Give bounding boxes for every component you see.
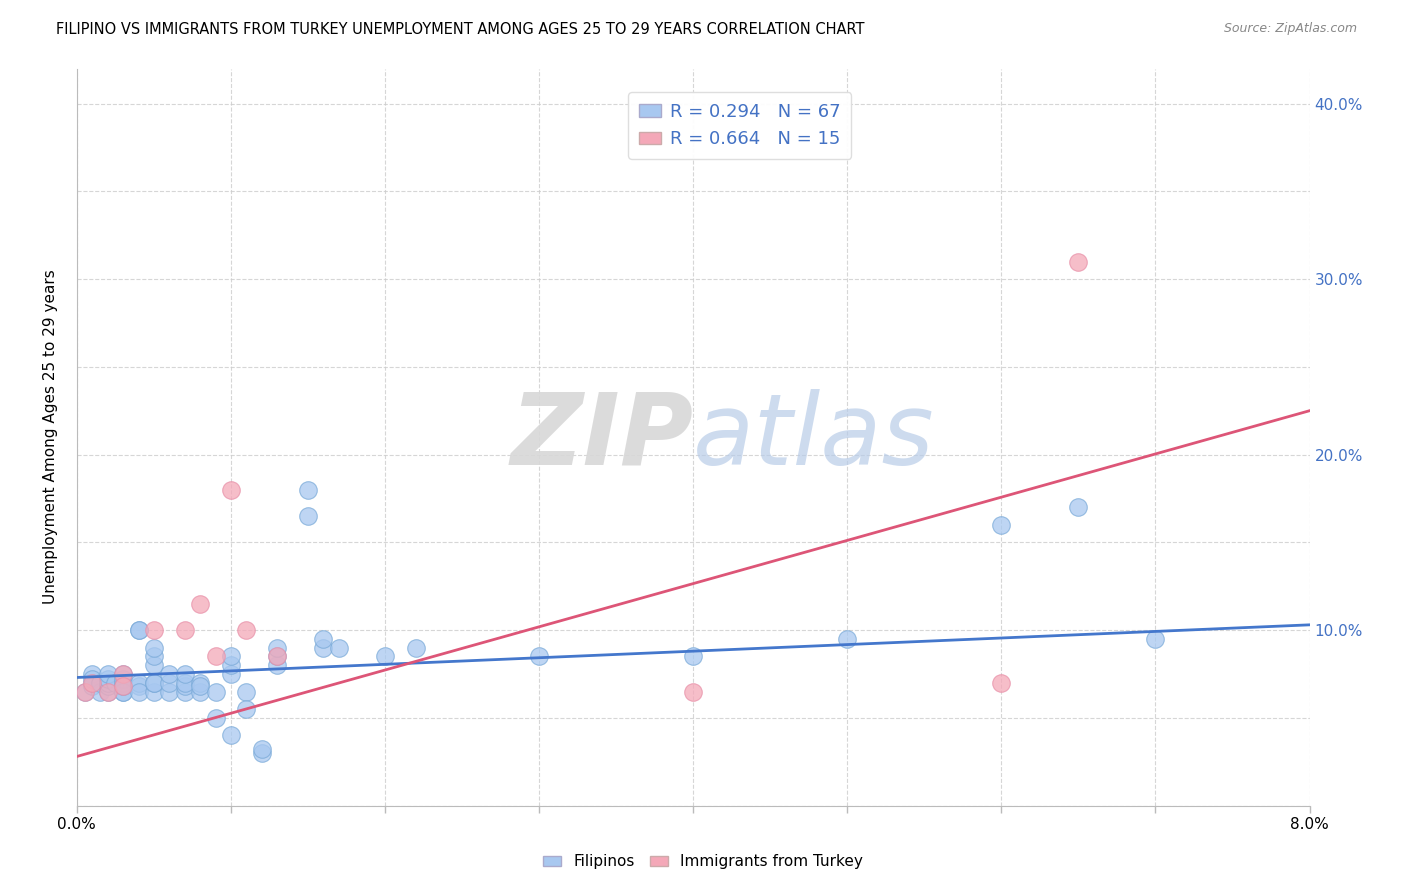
Point bbox=[204, 711, 226, 725]
Point bbox=[173, 679, 195, 693]
Point bbox=[142, 658, 165, 673]
Point bbox=[235, 684, 257, 698]
Point bbox=[142, 640, 165, 655]
Point bbox=[128, 679, 150, 693]
Point bbox=[219, 483, 242, 497]
Point bbox=[297, 509, 319, 524]
Point bbox=[112, 679, 135, 693]
Point bbox=[1067, 500, 1090, 515]
Point bbox=[82, 675, 104, 690]
Point bbox=[112, 684, 135, 698]
Point bbox=[235, 702, 257, 716]
Point bbox=[89, 675, 111, 690]
Point bbox=[374, 649, 396, 664]
Point bbox=[97, 679, 120, 693]
Point bbox=[112, 679, 135, 693]
Point bbox=[112, 675, 135, 690]
Legend: Filipinos, Immigrants from Turkey: Filipinos, Immigrants from Turkey bbox=[537, 848, 869, 875]
Point bbox=[188, 597, 211, 611]
Point bbox=[112, 667, 135, 681]
Point bbox=[112, 672, 135, 686]
Point bbox=[128, 684, 150, 698]
Point bbox=[312, 640, 335, 655]
Point bbox=[188, 684, 211, 698]
Point bbox=[112, 684, 135, 698]
Point bbox=[250, 742, 273, 756]
Point bbox=[173, 623, 195, 637]
Point bbox=[219, 658, 242, 673]
Point bbox=[82, 667, 104, 681]
Point bbox=[82, 672, 104, 686]
Point bbox=[128, 623, 150, 637]
Point bbox=[1067, 254, 1090, 268]
Point bbox=[112, 667, 135, 681]
Point bbox=[204, 684, 226, 698]
Text: FILIPINO VS IMMIGRANTS FROM TURKEY UNEMPLOYMENT AMONG AGES 25 TO 29 YEARS CORREL: FILIPINO VS IMMIGRANTS FROM TURKEY UNEMP… bbox=[56, 22, 865, 37]
Point bbox=[297, 483, 319, 497]
Point bbox=[73, 684, 96, 698]
Point bbox=[990, 517, 1012, 532]
Text: atlas: atlas bbox=[693, 389, 935, 485]
Point bbox=[142, 675, 165, 690]
Point bbox=[157, 684, 180, 698]
Point bbox=[82, 679, 104, 693]
Point bbox=[173, 675, 195, 690]
Point bbox=[157, 667, 180, 681]
Point bbox=[89, 684, 111, 698]
Point bbox=[266, 658, 288, 673]
Point bbox=[97, 672, 120, 686]
Point bbox=[97, 667, 120, 681]
Point bbox=[682, 649, 704, 664]
Point bbox=[128, 675, 150, 690]
Point bbox=[405, 640, 427, 655]
Point bbox=[312, 632, 335, 646]
Point bbox=[266, 649, 288, 664]
Point bbox=[128, 623, 150, 637]
Point bbox=[837, 632, 859, 646]
Point bbox=[142, 623, 165, 637]
Point bbox=[219, 728, 242, 742]
Point bbox=[682, 684, 704, 698]
Point bbox=[188, 679, 211, 693]
Point bbox=[188, 675, 211, 690]
Legend: R = 0.294   N = 67, R = 0.664   N = 15: R = 0.294 N = 67, R = 0.664 N = 15 bbox=[628, 92, 851, 159]
Point bbox=[142, 675, 165, 690]
Point bbox=[219, 649, 242, 664]
Point bbox=[157, 675, 180, 690]
Point bbox=[104, 675, 127, 690]
Point bbox=[142, 684, 165, 698]
Point bbox=[142, 649, 165, 664]
Point bbox=[97, 675, 120, 690]
Point bbox=[328, 640, 350, 655]
Point bbox=[219, 667, 242, 681]
Point bbox=[82, 675, 104, 690]
Point bbox=[266, 640, 288, 655]
Point bbox=[173, 667, 195, 681]
Point bbox=[1144, 632, 1167, 646]
Point bbox=[990, 675, 1012, 690]
Point bbox=[527, 649, 550, 664]
Point bbox=[97, 684, 120, 698]
Text: Source: ZipAtlas.com: Source: ZipAtlas.com bbox=[1223, 22, 1357, 36]
Point bbox=[204, 649, 226, 664]
Point bbox=[97, 684, 120, 698]
Point bbox=[73, 684, 96, 698]
Point bbox=[250, 746, 273, 760]
Point bbox=[173, 684, 195, 698]
Text: ZIP: ZIP bbox=[510, 389, 693, 485]
Y-axis label: Unemployment Among Ages 25 to 29 years: Unemployment Among Ages 25 to 29 years bbox=[44, 269, 58, 605]
Point bbox=[266, 649, 288, 664]
Point bbox=[112, 679, 135, 693]
Point bbox=[235, 623, 257, 637]
